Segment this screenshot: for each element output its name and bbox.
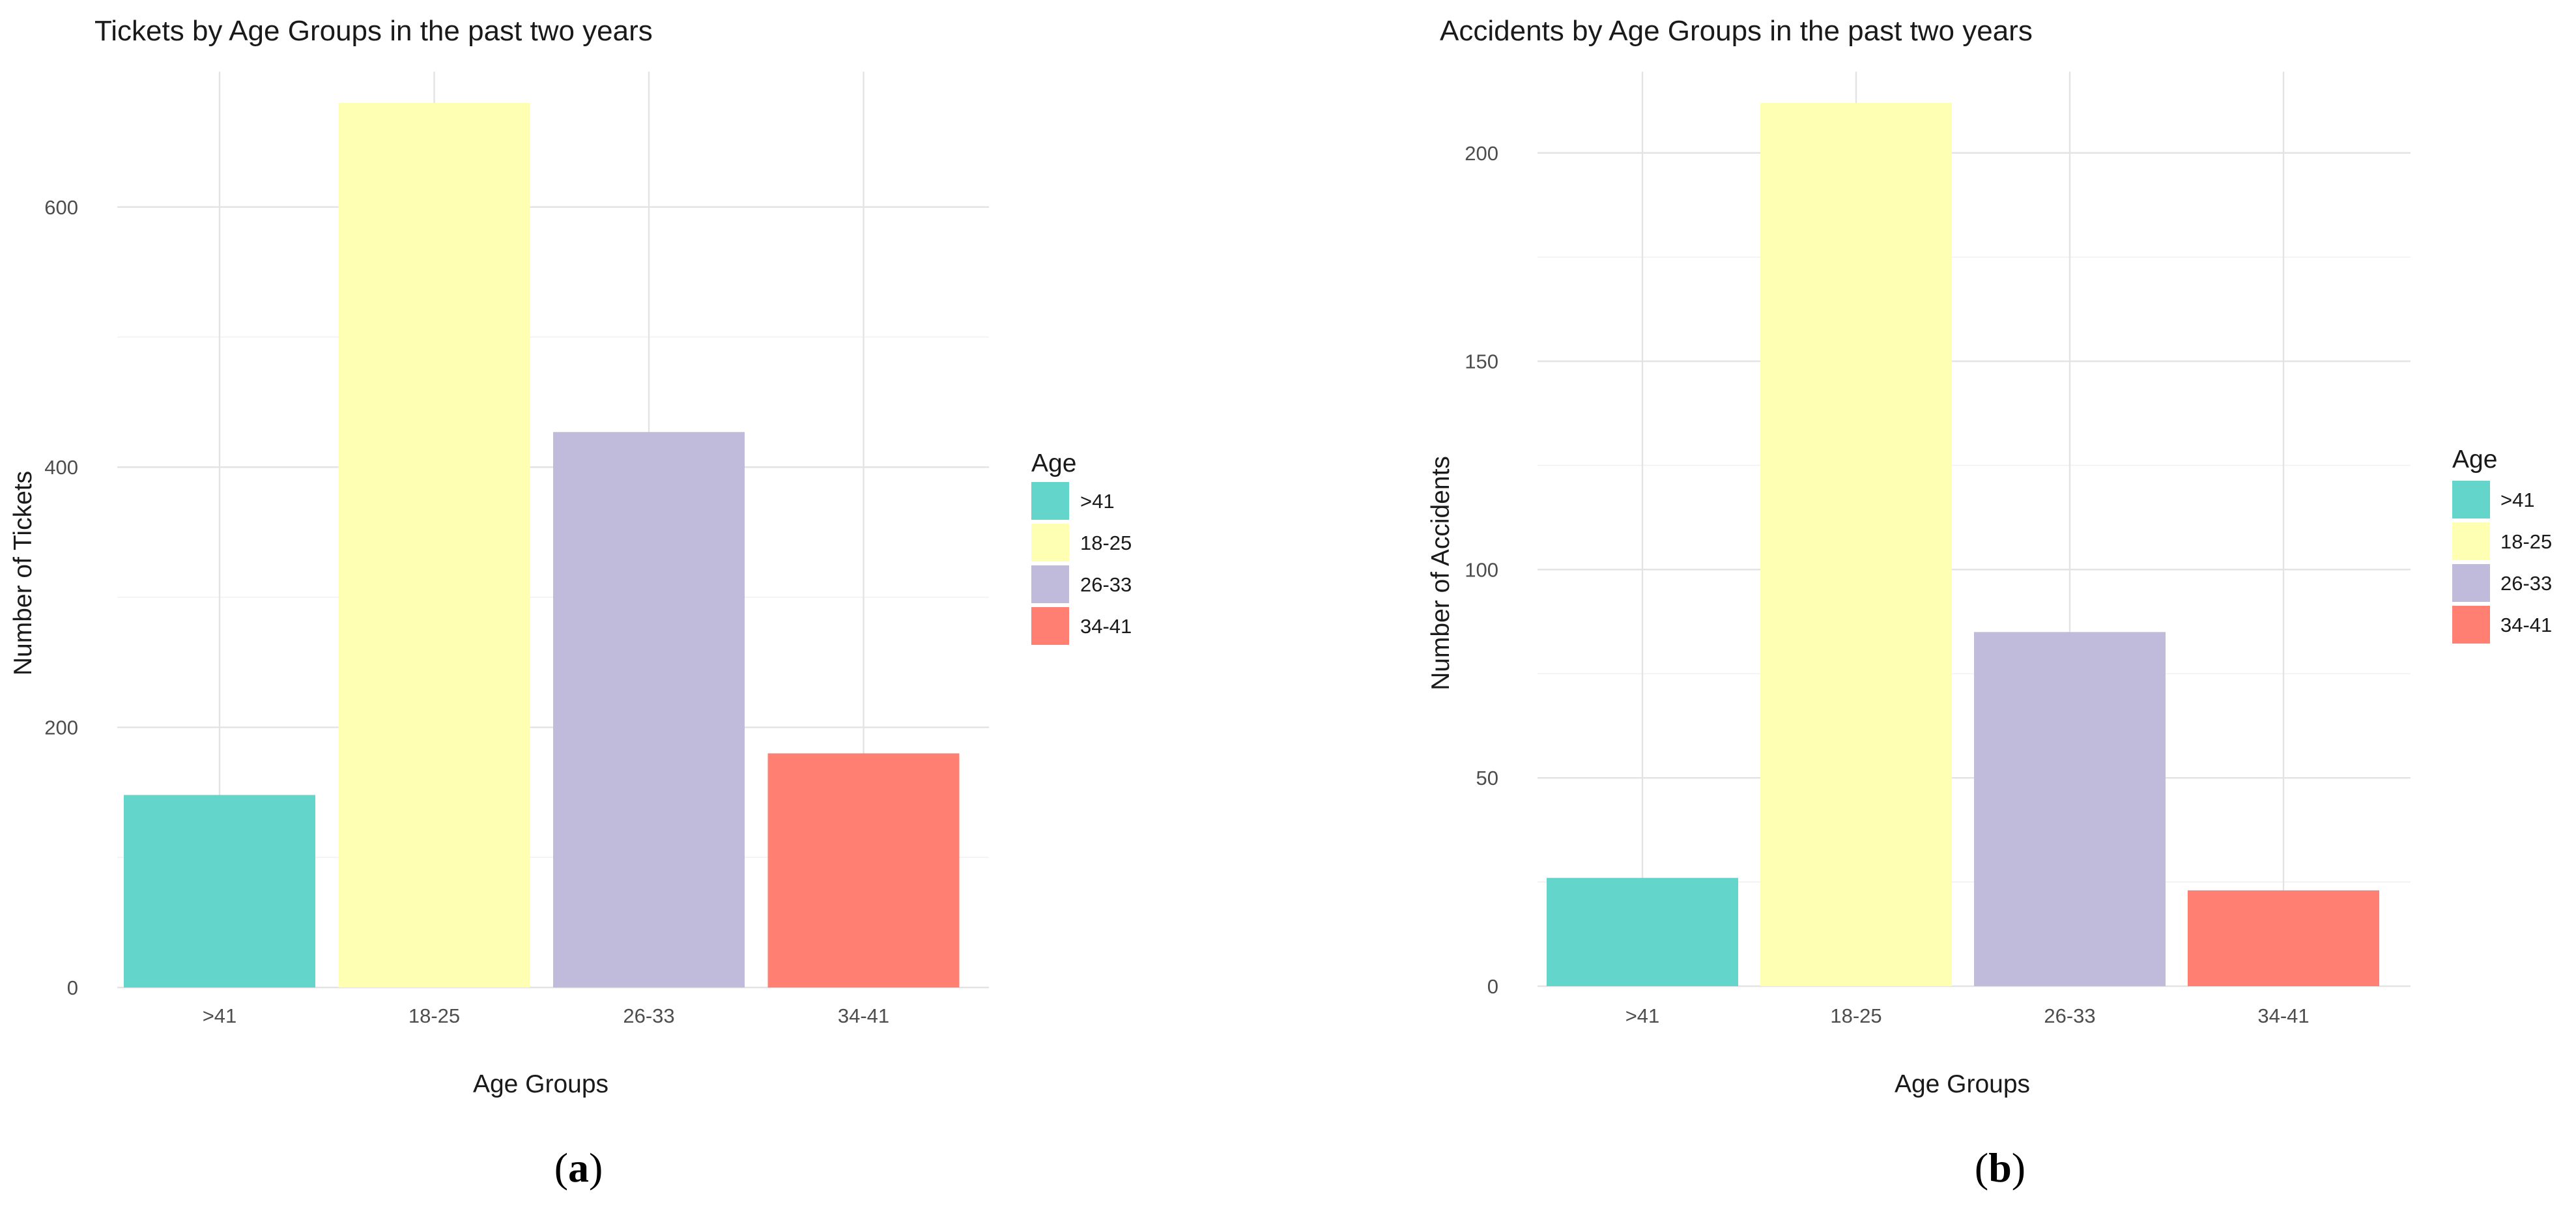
bar-2 bbox=[338, 103, 530, 987]
x-tick-labels: >41 18-25 26-33 34-41 bbox=[203, 1004, 889, 1027]
bar-2 bbox=[1760, 103, 1952, 986]
y-tick-label: 100 bbox=[1465, 558, 1498, 581]
legend: Age >41 18-25 26-33 34-41 bbox=[2452, 446, 2552, 644]
legend-swatch bbox=[2452, 606, 2490, 644]
y-tick-labels: 0 50 100 150 200 bbox=[1465, 142, 1498, 998]
bar-4 bbox=[767, 753, 960, 987]
chart-title: Tickets by Age Groups in the past two ye… bbox=[94, 15, 653, 47]
y-tick-label: 200 bbox=[1465, 142, 1498, 165]
x-tick-label: 18-25 bbox=[1830, 1004, 1882, 1027]
chart-panel-accidents: Accidents by Age Groups in the past two … bbox=[1427, 15, 2552, 1191]
panel-caption: (b) bbox=[1975, 1144, 2025, 1191]
legend-title: Age bbox=[2452, 446, 2497, 474]
panel-caption: (a) bbox=[554, 1144, 603, 1191]
legend-swatch bbox=[1031, 482, 1069, 520]
y-tick-label: 150 bbox=[1465, 350, 1498, 373]
legend-swatch bbox=[1031, 524, 1069, 561]
panel-caption-letter: b bbox=[1988, 1144, 2012, 1191]
chart-panel-tickets: Tickets by Age Groups in the past two ye… bbox=[9, 15, 1132, 1191]
y-axis-title: Number of Tickets bbox=[9, 471, 37, 675]
x-tick-label: >41 bbox=[203, 1004, 237, 1027]
legend-label: >41 bbox=[2500, 489, 2535, 511]
x-tick-label: 26-33 bbox=[2044, 1004, 2095, 1027]
x-tick-label: 34-41 bbox=[838, 1004, 889, 1027]
chart-title: Accidents by Age Groups in the past two … bbox=[1440, 15, 2033, 47]
x-tick-labels: >41 18-25 26-33 34-41 bbox=[1625, 1004, 2310, 1027]
bar-3 bbox=[1974, 632, 2166, 986]
x-tick-label: 26-33 bbox=[623, 1004, 674, 1027]
x-tick-label: 18-25 bbox=[408, 1004, 460, 1027]
bar-1 bbox=[124, 795, 315, 987]
y-tick-label: 0 bbox=[1487, 975, 1498, 998]
legend-swatch bbox=[2452, 522, 2490, 560]
legend-label: 18-25 bbox=[1080, 532, 1132, 554]
bar-4 bbox=[2188, 890, 2379, 986]
legend-swatch bbox=[1031, 565, 1069, 603]
legend-label: >41 bbox=[1080, 490, 1115, 513]
y-tick-label: 400 bbox=[44, 456, 78, 479]
legend-swatch bbox=[2452, 564, 2490, 602]
legend-label: 34-41 bbox=[2500, 614, 2552, 636]
legend-label: 18-25 bbox=[2500, 530, 2552, 553]
y-tick-label: 200 bbox=[44, 717, 78, 739]
y-tick-label: 600 bbox=[44, 196, 78, 219]
bar-3 bbox=[553, 432, 745, 987]
y-tick-label: 0 bbox=[67, 976, 78, 999]
x-axis-title: Age Groups bbox=[1895, 1070, 2030, 1098]
bars bbox=[1547, 103, 2379, 986]
legend: Age >41 18-25 26-33 34-41 bbox=[1031, 449, 1132, 645]
legend-label: 34-41 bbox=[1080, 615, 1132, 638]
x-axis-title: Age Groups bbox=[473, 1070, 608, 1098]
legend-label: 26-33 bbox=[2500, 572, 2552, 595]
x-tick-label: >41 bbox=[1625, 1004, 1660, 1027]
legend-swatch bbox=[1031, 607, 1069, 645]
legend-title: Age bbox=[1031, 449, 1076, 477]
legend-swatch bbox=[2452, 481, 2490, 518]
y-tick-label: 50 bbox=[1476, 767, 1498, 789]
bars bbox=[124, 103, 960, 987]
y-axis-title: Number of Accidents bbox=[1427, 456, 1455, 690]
x-tick-label: 34-41 bbox=[2257, 1004, 2309, 1027]
y-tick-labels: 0 200 400 600 bbox=[44, 196, 78, 999]
panel-caption-letter: a bbox=[568, 1144, 589, 1191]
legend-label: 26-33 bbox=[1080, 573, 1132, 596]
bar-1 bbox=[1547, 877, 1738, 986]
